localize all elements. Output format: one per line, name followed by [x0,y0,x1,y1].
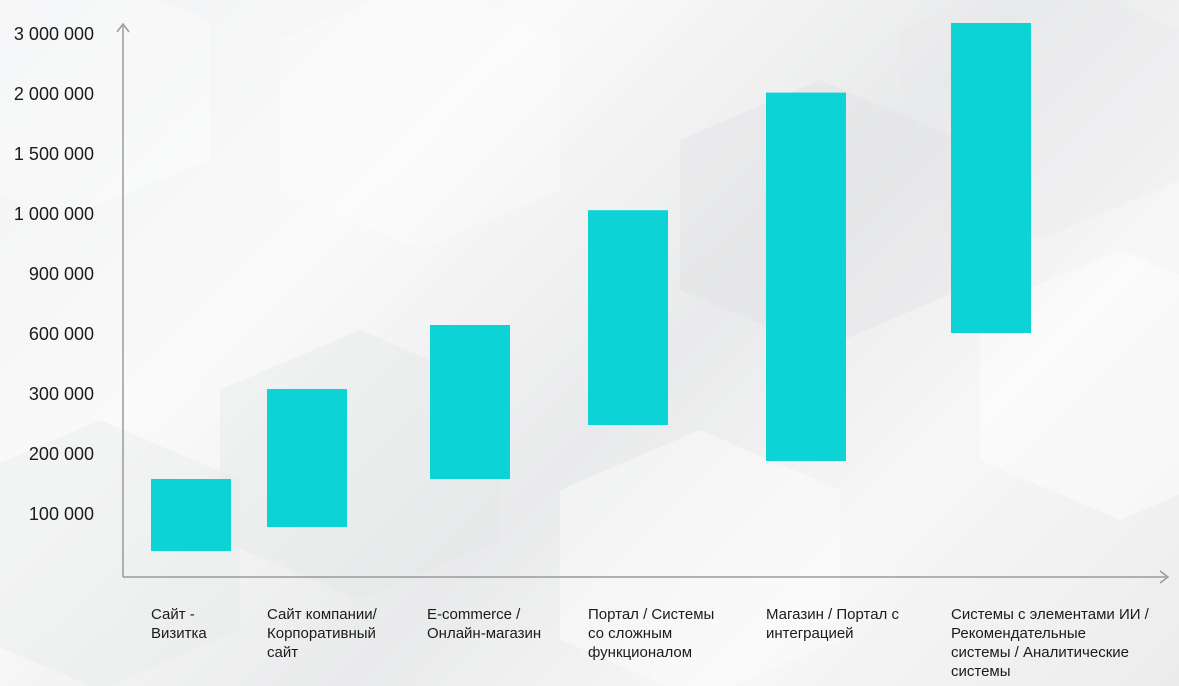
y-tick-label: 1 500 000 [13,144,94,164]
range-bar [766,92,846,461]
y-tick-label: 2 000 000 [13,84,94,104]
x-axis-arrow [1159,570,1170,584]
y-tick-label: 100 000 [28,504,94,524]
x-category-label: Портал / Системы со сложным функционалом [588,606,715,661]
y-tick-label: 600 000 [28,324,94,344]
x-category-label: Системы с элементами ИИ / Рекомендательн… [951,606,1149,680]
range-bar [951,23,1031,333]
y-tick-label: 200 000 [28,444,94,464]
x-category-label: Сайт компании/ Корпоративный сайт [267,606,377,661]
y-tick-label: 900 000 [28,264,94,284]
y-axis-arrow [116,22,130,33]
x-category-label: Магазин / Портал с интеграцией [766,606,899,642]
range-bar [267,389,347,527]
bars-group [151,23,1031,551]
y-tick-label: 300 000 [28,384,94,404]
x-category-label: E-commerce / Онлайн-магазин [427,606,542,642]
range-bar [430,325,510,479]
range-bar [151,479,231,551]
range-bar [588,210,668,425]
y-tick-label: 1 000 000 [13,204,94,224]
x-category-label: Сайт - Визитка [151,606,207,642]
y-tick-label: 3 000 000 [13,24,94,44]
